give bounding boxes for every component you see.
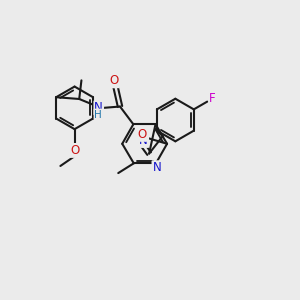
Text: H: H — [94, 110, 102, 119]
Text: N: N — [94, 101, 103, 114]
Text: O: O — [109, 74, 119, 87]
Text: F: F — [209, 92, 216, 105]
Text: N: N — [139, 134, 148, 147]
Text: O: O — [70, 144, 79, 157]
Text: O: O — [137, 128, 146, 141]
Text: N: N — [152, 161, 161, 174]
